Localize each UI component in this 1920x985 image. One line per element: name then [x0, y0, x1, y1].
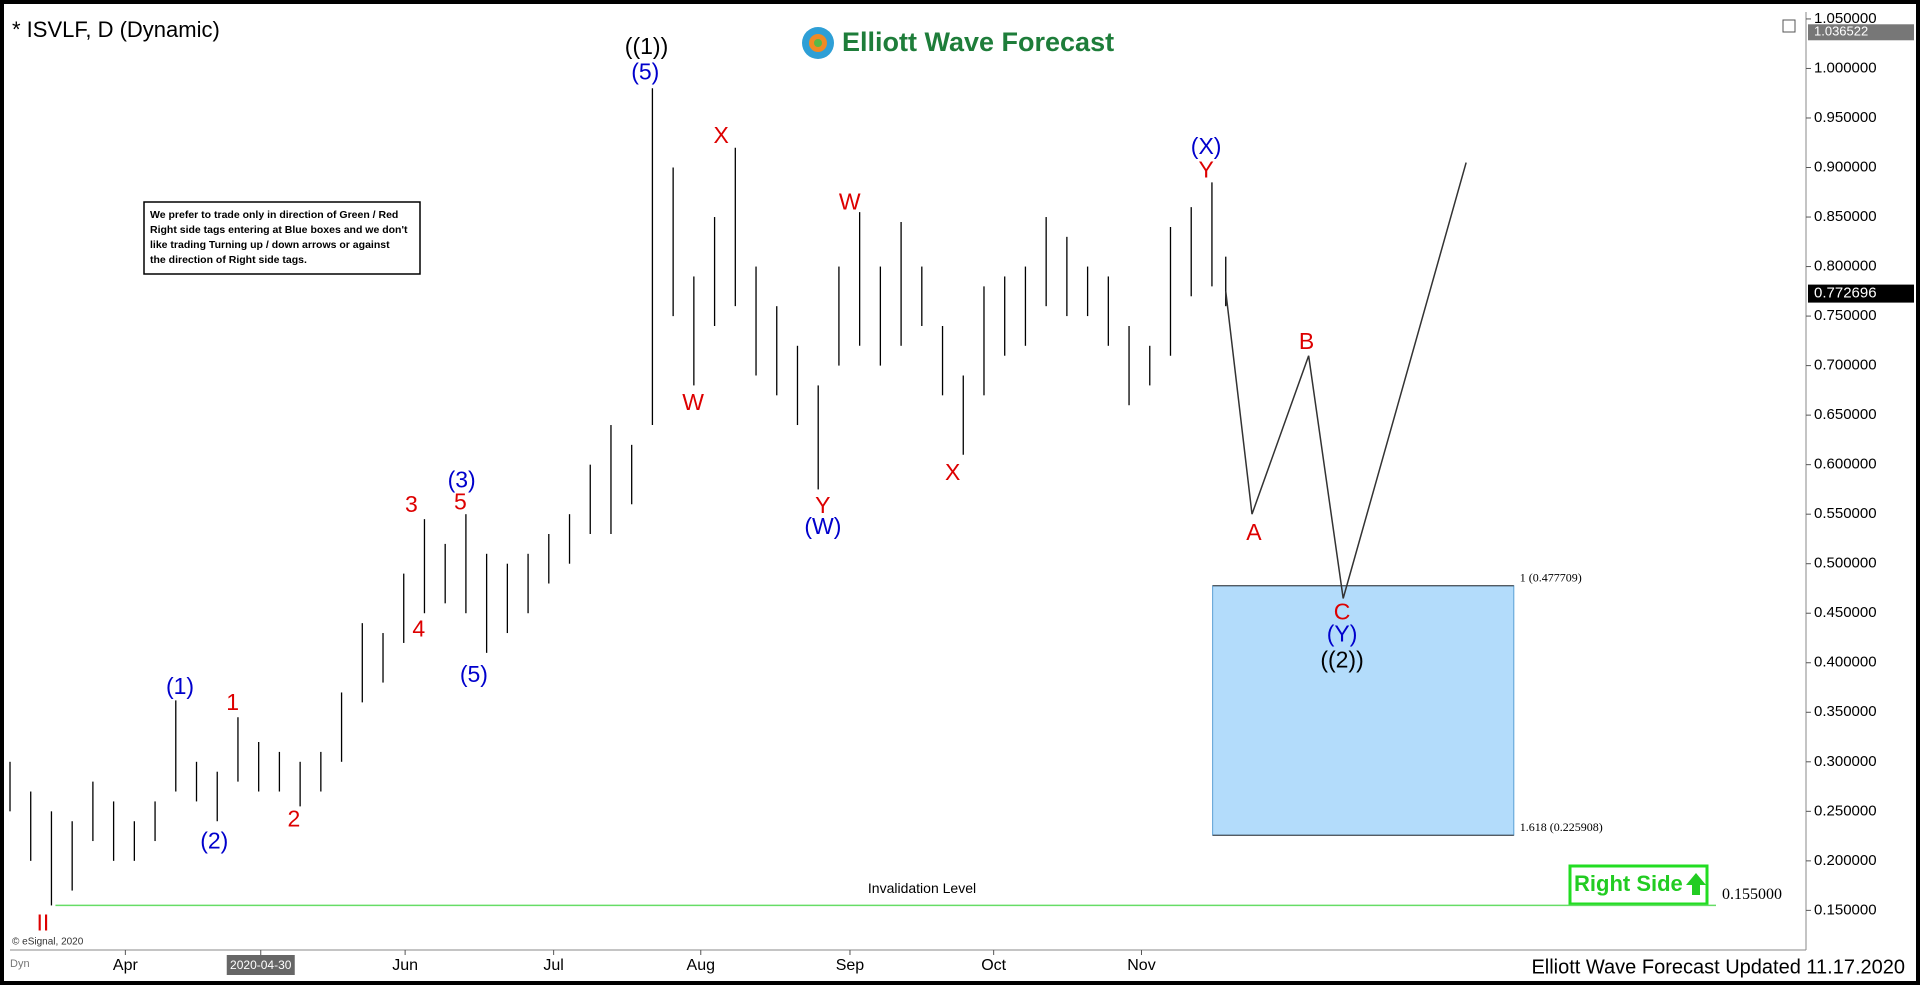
projection-path	[1225, 162, 1467, 599]
y-tick-label: 0.900000	[1814, 158, 1877, 175]
logo-icon-core	[814, 39, 822, 47]
y-tick-label: 0.950000	[1814, 109, 1877, 126]
x-tick-label: Oct	[981, 957, 1006, 974]
wave-label: 3	[405, 491, 418, 517]
up-arrow	[1686, 873, 1706, 895]
y-tick-label: 0.800000	[1814, 258, 1877, 275]
wave-label: 5	[454, 488, 467, 514]
y-tick-label: 0.250000	[1814, 802, 1877, 819]
wave-label: X	[945, 459, 960, 485]
y-tick-label: 0.650000	[1814, 406, 1877, 423]
y-tick-label: 0.500000	[1814, 555, 1877, 572]
target-box	[1212, 585, 1515, 836]
last-price-tag	[1808, 284, 1914, 303]
y-tick-label: 0.700000	[1814, 357, 1877, 374]
wave-label: 4	[412, 616, 425, 642]
y-tick-label: 0.150000	[1814, 901, 1877, 918]
invalidation-text: Invalidation Level	[868, 880, 976, 896]
wave-label: II	[36, 910, 49, 936]
wave-label: (1)	[166, 673, 194, 699]
right-side-tag	[1568, 864, 1709, 906]
x-tick-label: 2020-04-30	[230, 958, 292, 972]
y-tick-label: 1.000000	[1814, 59, 1877, 76]
corner-label: Dyn	[10, 958, 30, 970]
top-price-label: 1.036522	[1814, 24, 1868, 39]
logo: Elliott Wave Forecast	[802, 27, 1114, 59]
footer: Elliott Wave Forecast Updated 11.17.2020	[1531, 956, 1905, 978]
wave-label: W	[682, 389, 704, 415]
y-tick-label: 0.600000	[1814, 456, 1877, 473]
right-side-text: Right Side	[1574, 871, 1683, 896]
wave-label: 2	[287, 805, 300, 831]
wave-label: Y	[815, 492, 830, 518]
x-tick-label: Jul	[543, 957, 563, 974]
y-tick-label: 0.750000	[1814, 307, 1877, 324]
logo-text: Elliott Wave Forecast	[842, 27, 1114, 57]
window-button[interactable]	[1782, 19, 1796, 33]
y-tick-label: 0.200000	[1814, 852, 1877, 869]
wave-label: ((2))	[1320, 646, 1363, 672]
x-tick-label: Apr	[113, 957, 139, 974]
wave-label: B	[1299, 328, 1314, 354]
x-tick-label: Jun	[392, 957, 418, 974]
wave-label: Y	[1198, 157, 1213, 183]
y-tick-label: 1.050000	[1814, 10, 1877, 27]
y-tick-label: 0.450000	[1814, 604, 1877, 621]
wave-label: W	[839, 188, 861, 214]
wave-label: (5)	[460, 661, 488, 687]
wave-label: (W)	[804, 513, 841, 539]
wave-label: (2)	[200, 828, 228, 854]
wave-label: (3)	[448, 466, 476, 492]
x-tick-label: Aug	[687, 957, 715, 974]
box-level-label: 1.618 (0.225908)	[1520, 820, 1603, 834]
copyright: © eSignal, 2020	[12, 937, 84, 948]
x-tick-label: Sep	[836, 957, 865, 974]
y-tick-label: 0.550000	[1814, 505, 1877, 522]
wave-label: A	[1246, 519, 1262, 545]
y-tick-label: 0.300000	[1814, 753, 1877, 770]
x-cursor-box	[226, 955, 295, 975]
x-tick-label: Nov	[1127, 957, 1155, 974]
y-tick-label: 0.350000	[1814, 703, 1877, 720]
chart-title: * ISVLF, D (Dynamic)	[12, 17, 220, 42]
top-price-tag	[1808, 24, 1914, 41]
note-box	[143, 201, 421, 275]
note-line: like trading Turning up / down arrows or…	[150, 239, 390, 251]
wave-label: (5)	[631, 59, 659, 85]
wave-label: 1	[226, 689, 239, 715]
last-price-label: 0.772696	[1814, 285, 1877, 302]
footer-bg	[1522, 953, 1908, 981]
note-line: Right side tags entering at Blue boxes a…	[150, 224, 408, 236]
wave-label: X	[714, 122, 729, 148]
wave-label: (Y)	[1327, 621, 1358, 647]
y-tick-label: 0.850000	[1814, 208, 1877, 225]
invalidation-label: 0.155000	[1722, 886, 1782, 903]
note-line: the direction of Right side tags.	[150, 254, 307, 266]
note: We prefer to trade only in direction of …	[150, 209, 408, 266]
wave-label: ((1))	[625, 33, 668, 59]
wave-label: (X)	[1191, 133, 1222, 159]
background	[4, 4, 1916, 981]
wave-label: C	[1334, 599, 1351, 625]
note-line: We prefer to trade only in direction of …	[150, 209, 398, 221]
box-level-label: 1 (0.477709)	[1520, 571, 1582, 585]
y-tick-label: 0.400000	[1814, 654, 1877, 671]
